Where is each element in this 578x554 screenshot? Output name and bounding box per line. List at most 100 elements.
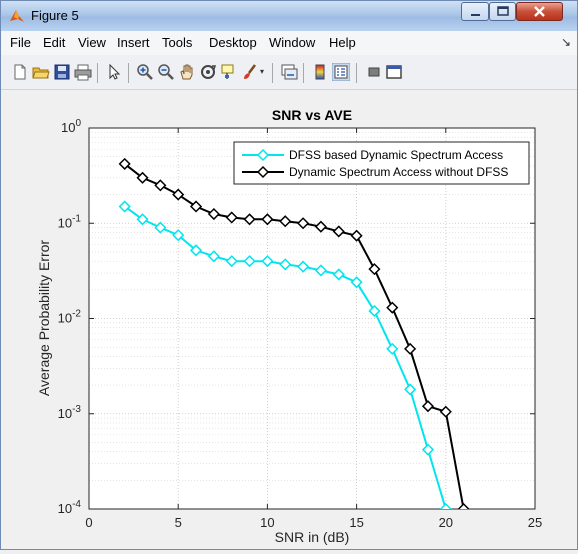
data-point-diamond — [243, 213, 256, 226]
data-point-diamond — [189, 244, 203, 257]
maximize-button[interactable] — [489, 2, 516, 21]
menu-window[interactable]: Window — [269, 35, 316, 50]
y-tick-label: 100 — [61, 118, 81, 135]
close-icon — [534, 6, 545, 17]
matlab-logo-icon — [10, 10, 24, 22]
figure-area: 100 10-1 10-2 10-3 10-4 0 5 10 15 20 25 SNR vs AVE… — [1, 90, 577, 549]
data-point-diamond — [421, 443, 435, 456]
series-layer — [118, 157, 470, 509]
series-0 — [118, 200, 452, 509]
link-plot-icon[interactable] — [280, 63, 298, 81]
data-point-diamond — [279, 258, 292, 271]
legend-box — [233, 141, 530, 185]
data-point-diamond — [172, 188, 185, 201]
data-point-diamond — [368, 263, 381, 276]
edit-plot-icon[interactable] — [105, 63, 123, 81]
zoom-out-icon[interactable] — [157, 63, 175, 81]
minimize-button[interactable] — [461, 2, 489, 21]
x-axis-label: SNR in (dB) — [275, 529, 350, 545]
x-tick-label: 20 — [439, 515, 453, 530]
legend-icon[interactable] — [332, 63, 350, 81]
x-tick-label: 0 — [85, 515, 92, 530]
rotate-3d-icon[interactable] — [199, 63, 217, 81]
data-point-diamond — [225, 211, 238, 224]
data-point-diamond — [439, 405, 452, 418]
data-point-diamond — [279, 215, 292, 228]
menu-edit[interactable]: Edit — [43, 35, 66, 50]
brush-dropdown-icon[interactable]: ▾ — [260, 67, 265, 76]
brush-icon[interactable] — [241, 63, 259, 81]
figure-toolbar: ▾ — [1, 55, 577, 90]
menu-file[interactable]: File — [10, 35, 31, 50]
data-cursor-icon[interactable] — [220, 63, 238, 81]
toolbar-separator — [97, 63, 98, 83]
data-point-diamond — [332, 268, 345, 281]
data-point-diamond — [118, 200, 131, 213]
data-point-diamond — [118, 157, 131, 170]
y-tick-exponent: -3 — [72, 404, 81, 415]
hide-plot-tools-icon[interactable] — [365, 63, 383, 81]
data-point-diamond — [404, 383, 417, 396]
data-point-diamond — [261, 213, 274, 226]
y-tick-label: 10-4 — [58, 499, 82, 516]
menu-bar: File Edit View Insert Tools Desktop Wind… — [1, 31, 577, 55]
y-tick-mantissa: 10 — [58, 406, 72, 421]
data-point-diamond — [172, 229, 185, 242]
legend-marker-diamond-cyan — [256, 148, 270, 162]
data-point-diamond — [189, 200, 203, 213]
x-tick-label: 10 — [260, 515, 274, 530]
y-tick-label: 10-1 — [58, 213, 82, 230]
data-point-diamond — [404, 342, 417, 355]
pan-icon[interactable] — [178, 63, 196, 81]
data-point-diamond — [457, 502, 470, 509]
y-tick-exponent: 0 — [75, 118, 81, 129]
data-point-diamond — [297, 260, 310, 273]
y-tick-mantissa: 10 — [58, 501, 72, 516]
menu-view[interactable]: View — [78, 35, 106, 50]
menu-desktop[interactable]: Desktop — [209, 35, 257, 50]
menu-insert[interactable]: Insert — [117, 35, 150, 50]
window-title: Figure 5 — [31, 8, 79, 23]
toolbar-separator — [272, 63, 273, 83]
minimize-icon — [471, 14, 480, 16]
x-tick-label: 5 — [175, 515, 182, 530]
save-icon[interactable] — [53, 63, 71, 81]
title-bar[interactable]: Figure 5 — [1, 1, 577, 31]
y-tick-exponent: -1 — [72, 213, 81, 224]
data-point-diamond — [332, 225, 345, 238]
print-icon[interactable] — [74, 63, 92, 81]
data-point-diamond — [136, 213, 149, 226]
y-tick-mantissa: 10 — [58, 311, 72, 326]
data-point-diamond — [207, 250, 220, 263]
data-point-diamond — [421, 400, 435, 413]
data-point-diamond — [136, 171, 149, 184]
data-point-diamond — [439, 502, 452, 509]
zoom-in-icon[interactable] — [136, 63, 154, 81]
data-point-diamond — [386, 301, 399, 314]
show-plot-tools-icon[interactable] — [385, 63, 403, 81]
legend-marker-diamond-black — [256, 165, 270, 179]
toolbar-separator — [303, 63, 304, 83]
data-point-diamond — [207, 207, 220, 221]
y-axis-label: Average Probability Error — [36, 240, 52, 396]
data-point-diamond — [297, 217, 310, 230]
chart-title: SNR vs AVE — [272, 107, 352, 123]
data-point-diamond — [154, 221, 167, 234]
open-file-icon[interactable] — [32, 63, 50, 81]
series-1 — [118, 157, 470, 509]
menu-tools[interactable]: Tools — [162, 35, 193, 50]
data-point-diamond — [386, 342, 399, 355]
legend-entry-no-dfss: Dynamic Spectrum Access without DFSS — [289, 165, 508, 179]
close-button[interactable] — [516, 2, 563, 21]
y-tick-exponent: -4 — [72, 499, 81, 510]
data-point-diamond — [243, 255, 256, 268]
y-tick-exponent: -2 — [72, 309, 81, 320]
menu-help[interactable]: Help — [329, 35, 356, 50]
new-figure-icon[interactable] — [11, 63, 29, 81]
dock-arrow-icon[interactable]: ↘ — [561, 35, 572, 49]
colorbar-icon[interactable] — [311, 63, 329, 81]
legend[interactable]: DFSS based Dynamic Spectrum Access Dynam… — [233, 141, 530, 185]
